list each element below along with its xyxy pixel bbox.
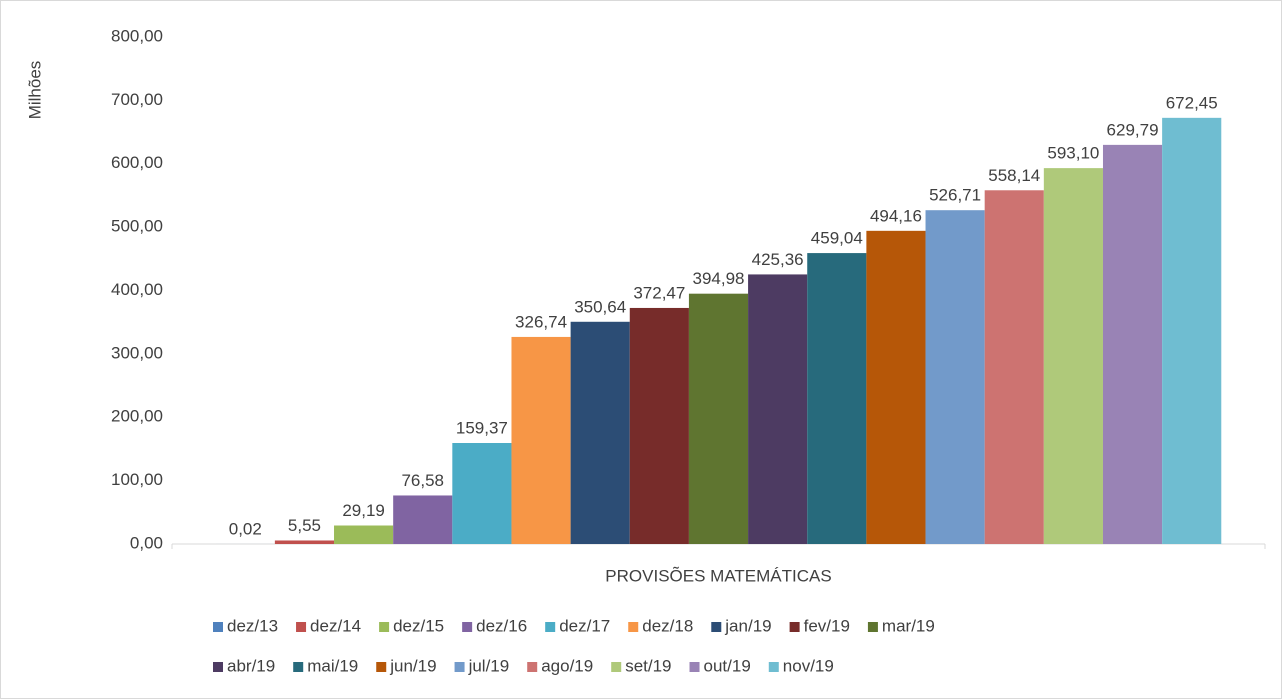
bar [925, 210, 985, 544]
legend-swatch [454, 662, 465, 672]
data-label: 29,19 [342, 501, 385, 520]
y-tick-label: 500,00 [111, 217, 163, 236]
legend-label: abr/19 [227, 656, 275, 675]
data-label: 629,79 [1107, 120, 1159, 139]
bar [866, 230, 926, 544]
legend-label: out/19 [704, 656, 751, 675]
data-label: 425,36 [752, 250, 804, 269]
bar [748, 274, 808, 544]
bar [807, 253, 867, 544]
data-label: 159,37 [456, 418, 508, 437]
y-tick-label: 300,00 [111, 343, 163, 362]
data-label: 558,14 [988, 166, 1040, 185]
legend-swatch [789, 622, 800, 632]
bar [452, 442, 512, 544]
data-label: 672,45 [1166, 93, 1218, 112]
bar [393, 495, 453, 544]
legend-swatch [527, 662, 538, 672]
legend-swatch [611, 662, 622, 672]
legend-swatch [545, 622, 556, 632]
legend-swatch [689, 662, 700, 672]
legend-swatch [711, 622, 722, 632]
y-tick-label: 600,00 [111, 153, 163, 172]
bar [688, 293, 749, 544]
legend-label: dez/17 [559, 616, 610, 635]
y-tick-label: 0,00 [130, 533, 163, 552]
data-label: 0,02 [229, 519, 262, 538]
legend-label: dez/18 [642, 616, 693, 635]
bar [1162, 117, 1222, 545]
data-label: 459,04 [811, 229, 863, 248]
y-tick-label: 200,00 [111, 407, 163, 426]
bar [984, 190, 1044, 544]
legend-label: ago/19 [541, 656, 593, 675]
legend-label: jul/19 [468, 656, 510, 675]
legend-label: set/19 [625, 656, 671, 675]
y-tick-label: 800,00 [111, 26, 163, 45]
legend-label: mar/19 [882, 616, 935, 635]
x-tick-label: PROVISÕES MATEMÁTICAS [605, 566, 831, 585]
legend-swatch [768, 662, 779, 672]
y-tick-label: 700,00 [111, 90, 163, 109]
bar [570, 321, 630, 544]
data-label: 350,64 [574, 297, 626, 316]
bar [274, 540, 335, 544]
legend-label: fev/19 [804, 616, 850, 635]
data-label: 394,98 [693, 269, 745, 288]
legend-label: dez/16 [476, 616, 527, 635]
bar [334, 525, 394, 544]
legend-swatch [462, 622, 473, 632]
legend-swatch [376, 662, 387, 672]
data-label: 372,47 [633, 283, 685, 302]
bar [1043, 168, 1103, 545]
legend-swatch [379, 622, 390, 632]
bar [1102, 144, 1163, 544]
y-tick-label: 100,00 [111, 470, 163, 489]
bar [511, 336, 571, 544]
bar [629, 307, 689, 544]
data-label: 326,74 [515, 312, 567, 331]
data-label: 5,55 [288, 516, 321, 535]
legend-swatch [213, 662, 223, 672]
y-tick-label: 400,00 [111, 280, 163, 299]
legend-label: jan/19 [724, 616, 771, 635]
legend-label: mai/19 [307, 656, 358, 675]
legend-swatch [867, 622, 878, 632]
legend-label: nov/19 [783, 656, 834, 675]
y-axis-label: Milhões [25, 61, 44, 120]
legend-swatch [293, 662, 304, 672]
legend-label: jun/19 [389, 656, 436, 675]
data-label: 76,58 [401, 471, 444, 490]
legend-swatch [296, 622, 307, 632]
data-label: 593,10 [1047, 144, 1099, 163]
legend-label: dez/15 [393, 616, 444, 635]
legend-label: dez/13 [227, 616, 278, 635]
data-label: 526,71 [929, 186, 981, 205]
legend-label: dez/14 [310, 616, 361, 635]
legend-swatch [628, 622, 639, 632]
legend-swatch [213, 622, 223, 632]
data-label: 494,16 [870, 206, 922, 225]
